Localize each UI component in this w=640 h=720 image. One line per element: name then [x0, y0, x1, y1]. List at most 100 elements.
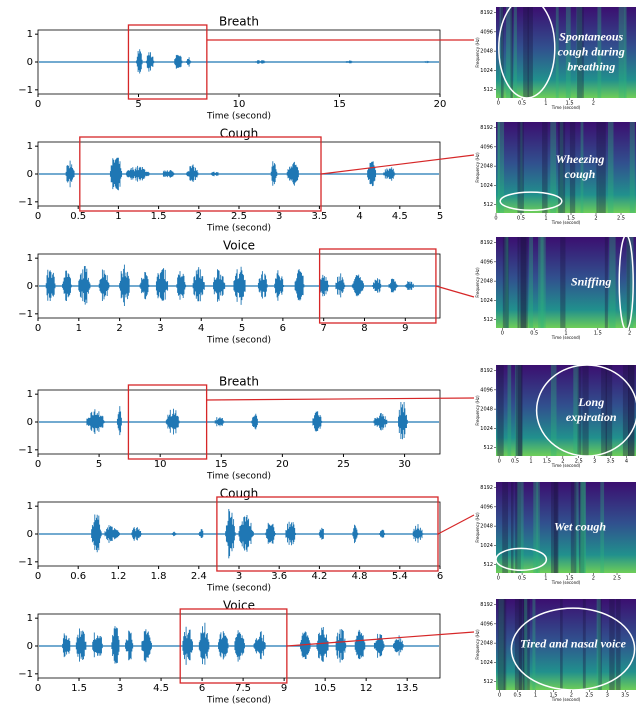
- y-tick-label: 0: [27, 169, 33, 180]
- spec-x-tick-label: 0: [497, 576, 500, 582]
- y-tick-label: 1: [27, 501, 33, 512]
- x-tick-label: 5.4: [392, 571, 408, 582]
- spec-x-tick-label: 2: [561, 459, 564, 465]
- spectrogram-stripe: [518, 599, 525, 690]
- waveform-burst: [186, 57, 192, 67]
- spectrogram-stripe: [533, 482, 538, 573]
- x-tick-label: 2: [116, 323, 122, 334]
- spectrogram-stripe: [565, 7, 571, 98]
- spectrogram-stripe: [550, 122, 557, 213]
- spectrogram-stripe: [517, 482, 524, 573]
- waveform-burst: [91, 514, 102, 553]
- waveform-burst: [162, 170, 175, 178]
- x-tick-label: 13.5: [396, 683, 418, 694]
- x-tick-label: 4: [356, 211, 362, 222]
- spectrogram-stripe: [573, 365, 579, 456]
- x-tick-label: 1.2: [110, 571, 126, 582]
- spectrogram-stripe: [500, 7, 504, 98]
- spec-y-label: Frequency (Hz): [475, 629, 480, 660]
- panel-title: Breath: [219, 375, 259, 389]
- spec-x-tick-label: 2: [628, 331, 631, 337]
- connector: [320, 154, 475, 175]
- waveform-burst: [165, 408, 180, 435]
- spectrogram-stripe: [600, 482, 605, 573]
- waveform-burst: [404, 281, 415, 290]
- spec-y-tick-label: 2048: [480, 641, 493, 647]
- x-tick-label: 4.5: [392, 211, 408, 222]
- spectrogram-stripe: [607, 122, 614, 213]
- spec-x-label: Time (second): [551, 335, 581, 340]
- annotation: Long: [577, 395, 604, 409]
- y-tick-label: 0: [27, 529, 33, 540]
- x-tick-label: 6: [280, 323, 286, 334]
- waveform-burst: [86, 409, 105, 434]
- spectrogram-stripe: [560, 599, 563, 690]
- spec-y-label: Frequency (Hz): [475, 37, 480, 68]
- y-tick-label: −1: [18, 309, 33, 320]
- spectrogram-stripe: [507, 365, 512, 456]
- y-tick-label: 1: [27, 141, 33, 152]
- spec-y-tick-label: 8192: [480, 10, 493, 16]
- spectrogram-stripe: [529, 237, 534, 328]
- x-axis-label: Time (second): [206, 472, 271, 482]
- waveform-burst: [383, 167, 396, 181]
- spec-x-tick-label: 3: [593, 459, 596, 465]
- x-tick-label: 0: [35, 571, 41, 582]
- x-tick-label: 5: [135, 99, 141, 110]
- waveform-burst: [62, 633, 71, 658]
- spec-y-label: Frequency (Hz): [475, 395, 480, 426]
- spec-y-tick-label: 512: [483, 317, 493, 323]
- spec-y-tick-label: 512: [483, 445, 493, 451]
- spec-x-tick-label: 2.5: [613, 576, 621, 582]
- waveform-burst: [125, 630, 134, 661]
- waveform-burst: [171, 531, 178, 537]
- spec-y-tick-label: 4096: [480, 504, 493, 510]
- spectrogram-stripe: [514, 599, 522, 690]
- waveform-burst: [367, 161, 377, 187]
- spec-y-tick-label: 1024: [480, 68, 493, 74]
- spec-y-tick-label: 4096: [480, 29, 493, 35]
- x-tick-label: 3.5: [311, 211, 327, 222]
- spectrogram-stripe: [616, 599, 621, 690]
- spec-y-tick-label: 2048: [480, 279, 493, 285]
- spec-x-tick-label: 1: [544, 576, 547, 582]
- x-axis-label: Time (second): [206, 224, 271, 234]
- spec-y-tick-label: 4096: [480, 259, 493, 265]
- panel-title: Breath: [219, 15, 259, 29]
- connector: [206, 397, 475, 401]
- spectrogram-stripe: [515, 365, 522, 456]
- x-tick-label: 0.5: [70, 211, 86, 222]
- spec-y-label: Frequency (Hz): [475, 152, 480, 183]
- y-tick-label: 0: [27, 57, 33, 68]
- spectrogram-stripe: [510, 7, 513, 98]
- x-tick-label: 0: [35, 99, 41, 110]
- spec-y-label: Frequency (Hz): [475, 512, 480, 543]
- spec-y-tick-label: 8192: [480, 485, 493, 491]
- spectrogram-stripe: [502, 237, 509, 328]
- spectrogram-stripe: [520, 237, 527, 328]
- x-tick-label: 9: [281, 683, 287, 694]
- waveform-burst: [254, 60, 267, 64]
- y-tick-label: −1: [18, 85, 33, 96]
- waveform-burst: [270, 161, 278, 186]
- spec-x-tick-label: 1.5: [543, 459, 551, 465]
- spectrogram-stripe: [601, 365, 607, 456]
- waveform-burst: [213, 269, 226, 302]
- waveform-burst: [136, 49, 143, 74]
- x-axis-label: Time (second): [206, 696, 271, 706]
- spectrogram-stripe: [499, 7, 503, 98]
- x-tick-label: 20: [434, 99, 447, 110]
- waveform-burst: [109, 157, 123, 191]
- spec-y-tick-label: 512: [483, 679, 493, 685]
- spectrogram: Sniffing 8192 4096 2048 1024 512 0 0.5 1 1.5 2 Time…: [475, 234, 636, 340]
- spectrogram-stripe: [582, 365, 589, 456]
- spectrogram-stripe: [622, 365, 629, 456]
- y-tick-label: −1: [18, 197, 33, 208]
- x-tick-label: 0: [35, 323, 41, 334]
- y-tick-label: 1: [27, 29, 33, 40]
